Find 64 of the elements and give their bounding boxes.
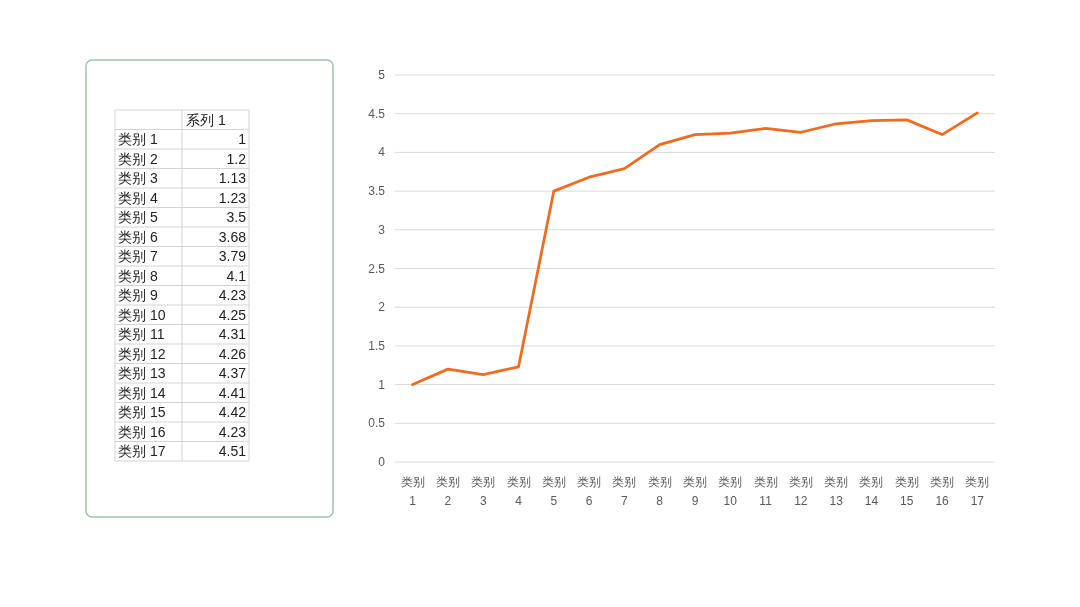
category-label: 类别 8 — [118, 267, 158, 284]
category-label: 类别 9 — [118, 287, 158, 303]
x-tick-label: 类别 6 — [577, 475, 602, 508]
category-label: 类别 5 — [118, 209, 158, 225]
data-label: 4.31 — [218, 326, 247, 342]
category-label: 类别 11 — [118, 326, 165, 342]
x-tick-label: 类别 15 — [894, 475, 919, 508]
data-label: 4.25 — [218, 306, 247, 323]
x-tick-label: 类别 3 — [471, 475, 496, 508]
series-label: 系列 1 — [186, 111, 226, 128]
y-tick-label: 0.5 — [368, 416, 386, 431]
data-label: 3.68 — [218, 228, 247, 245]
data-label: 4.23 — [218, 423, 247, 440]
x-tick-label: 类别 9 — [683, 475, 707, 508]
x-tick-label: 类别 7 — [612, 475, 637, 508]
category-label: 类别 16 — [118, 423, 166, 440]
y-tick-label: 1.5 — [368, 338, 386, 353]
category-label: 类别 14 — [118, 384, 166, 401]
category-label: 类别 17 — [118, 443, 166, 459]
y-tick-label: 4 — [378, 145, 386, 160]
category-label: 类别 6 — [118, 228, 158, 245]
data-label: 3.79 — [218, 248, 247, 264]
category-label: 类别 3 — [118, 170, 158, 186]
x-tick-label: 类别 16 — [930, 475, 955, 508]
category-label: 类别 12 — [118, 345, 166, 362]
data-label: 1.23 — [218, 189, 247, 206]
x-tick-label: 类别 17 — [965, 475, 990, 508]
y-tick-label: 0 — [378, 455, 386, 469]
category-label: 类别 4 — [118, 189, 158, 206]
x-tick-label: 类别 14 — [859, 475, 884, 508]
category-label: 类别 13 — [118, 365, 166, 381]
x-tick-label: 类别 2 — [435, 475, 460, 508]
data-label: 4.23 — [218, 287, 247, 303]
category-label: 类别 15 — [118, 404, 166, 420]
x-tick-label: 类别 13 — [824, 475, 849, 508]
category-label: 类别 10 — [118, 306, 166, 323]
data-label: 1.2 — [226, 150, 247, 167]
data-label: 4.51 — [218, 443, 247, 459]
data-label: 4.26 — [218, 345, 247, 362]
x-tick-label: 类别 8 — [647, 475, 672, 508]
data-label: 4.42 — [218, 404, 247, 420]
data-label: 4.37 — [218, 365, 247, 381]
category-label: 类别 1 — [118, 131, 158, 147]
data-label: 4.1 — [226, 267, 247, 284]
x-tick-label: 类别 12 — [788, 475, 813, 508]
x-tick-label: 类别 11 — [753, 475, 778, 508]
data-label: 1 — [238, 131, 247, 147]
x-tick-label: 类别 10 — [718, 475, 743, 508]
x-tick-label: 类别 4 — [506, 475, 531, 508]
y-tick-label: 1 — [378, 377, 386, 392]
data-label: 1.13 — [218, 170, 247, 186]
y-tick-label: 2.5 — [368, 261, 386, 276]
y-tick-label: 4.5 — [368, 106, 386, 121]
y-tick-label: 2 — [378, 300, 386, 315]
line-series — [411, 111, 979, 386]
y-tick-label: 3 — [378, 222, 386, 237]
category-label: 类别 7 — [118, 248, 158, 264]
y-tick-label: 5 — [378, 68, 386, 82]
data-label: 3.5 — [226, 209, 247, 225]
x-tick-label: 类别 1 — [400, 475, 425, 508]
y-tick-label: 3.5 — [368, 184, 386, 199]
x-tick-label: 类别 5 — [541, 475, 566, 508]
category-label: 类别 2 — [118, 150, 158, 167]
data-label: 4.41 — [218, 384, 247, 401]
